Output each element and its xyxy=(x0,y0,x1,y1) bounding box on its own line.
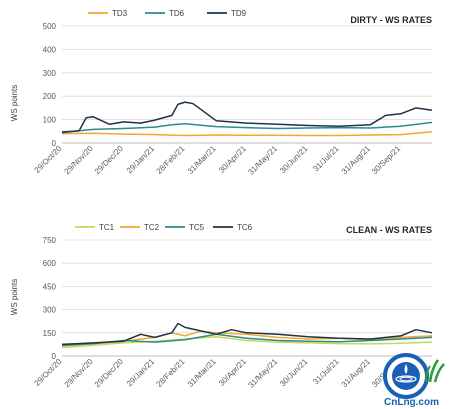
x-tick-label: 29/Jan/21 xyxy=(125,144,157,176)
series-line-td3 xyxy=(61,131,433,137)
x-tick-label: 30/Sep/21 xyxy=(370,144,403,177)
clean-chart-legend: TC1 TC2 TC5 TC6 xyxy=(75,223,253,232)
x-tick-label: 30/Apr/21 xyxy=(217,144,248,175)
series-line-tc6 xyxy=(61,322,433,346)
x-tick-label: 29/Oct/20 xyxy=(33,357,64,388)
x-tick-label: 29/Nov/20 xyxy=(63,357,96,390)
clean-chart-ylabel: WS points xyxy=(10,279,19,315)
clean-chart-title: CLEAN - WS RATES xyxy=(346,225,432,235)
x-tick-label: 28/Feb/21 xyxy=(155,144,187,176)
x-tick-label: 31/Aug/21 xyxy=(340,144,373,177)
series-line-td6 xyxy=(61,121,433,133)
y-tick-label: 0 xyxy=(52,139,57,148)
x-tick-label: 29/Dec/20 xyxy=(93,357,126,390)
y-tick-label: 600 xyxy=(43,259,57,268)
x-tick-label: 29/Nov/20 xyxy=(63,144,96,177)
y-tick-label: 0 xyxy=(52,352,57,361)
x-tick-label: 30/Apr/21 xyxy=(217,357,248,388)
legend-label: TD6 xyxy=(169,9,185,18)
legend-label: TC5 xyxy=(189,223,205,232)
dirty-chart-grid xyxy=(62,25,432,144)
x-tick-label: 30/Jun/21 xyxy=(278,144,310,176)
legend-label: TC1 xyxy=(99,223,115,232)
legend-label: TC6 xyxy=(237,223,253,232)
dirty-chart-title: DIRTY - WS RATES xyxy=(350,15,432,25)
x-tick-label: 30/Jun/21 xyxy=(278,357,310,389)
dirty-chart-ylabel: WS points xyxy=(10,85,19,121)
x-tick-label: 31/Jul/21 xyxy=(311,144,341,174)
clean-chart-grid xyxy=(62,239,432,357)
y-tick-label: 150 xyxy=(43,329,57,338)
y-tick-label: 450 xyxy=(43,282,57,291)
x-tick-label: 31/Jul/21 xyxy=(311,357,341,387)
x-tick-label: 31/May/21 xyxy=(246,144,279,177)
clean-chart: CLEAN - WS RATES WS points TC1 TC2 TC5 TC6 … xyxy=(10,223,433,390)
x-tick-label: 29/Oct/20 xyxy=(33,144,64,175)
legend-label: TD9 xyxy=(231,9,247,18)
legend-label: TD3 xyxy=(112,9,128,18)
series-line-td9 xyxy=(61,101,433,134)
dirty-chart-legend: TD3 TD6 TD9 xyxy=(88,9,247,18)
y-tick-label: 300 xyxy=(43,306,57,315)
y-tick-label: 300 xyxy=(43,69,57,78)
x-tick-label: 31/May/21 xyxy=(246,357,279,390)
y-tick-label: 400 xyxy=(43,45,57,54)
clean-chart-yticks: 0 150 300 450 600 750 xyxy=(43,236,57,361)
clean-chart-lines xyxy=(61,322,433,349)
x-tick-label: 29/Jan/21 xyxy=(125,357,157,389)
y-tick-label: 200 xyxy=(43,92,57,101)
series-line-tc1 xyxy=(61,335,433,349)
y-tick-label: 750 xyxy=(43,236,57,245)
dirty-chart-yticks: 0 100 200 300 400 500 xyxy=(43,22,57,148)
dirty-chart-lines xyxy=(61,101,433,137)
cnlng-logo: CnLng.com xyxy=(383,353,445,408)
x-tick-label: 31/Aug/21 xyxy=(340,357,373,390)
dirty-chart: DIRTY - WS RATES WS points TD3 TD6 TD9 0 10… xyxy=(10,9,433,177)
x-tick-label: 31/Mar/21 xyxy=(186,144,218,176)
x-tick-label: 28/Feb/21 xyxy=(155,357,187,389)
y-tick-label: 100 xyxy=(43,116,57,125)
x-tick-label: 29/Dec/20 xyxy=(93,144,126,177)
legend-label: TC2 xyxy=(144,223,160,232)
svg-text:CnLng.com: CnLng.com xyxy=(384,397,439,408)
x-tick-label: 31/Mar/21 xyxy=(186,357,218,389)
y-tick-label: 500 xyxy=(43,22,57,31)
